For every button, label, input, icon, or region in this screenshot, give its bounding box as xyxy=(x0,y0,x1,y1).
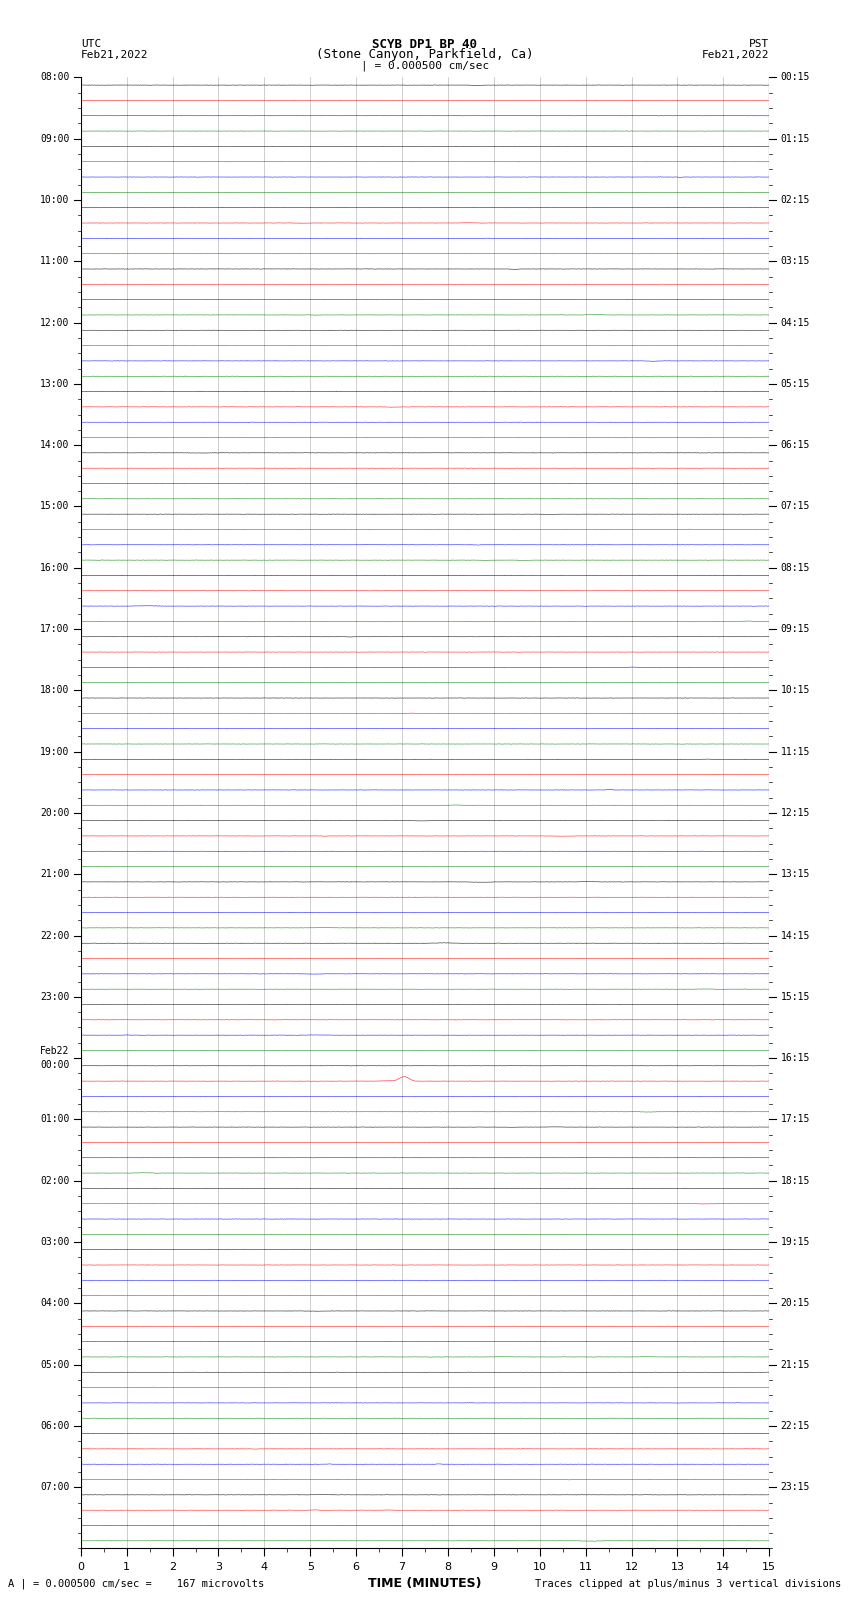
Text: 03:00: 03:00 xyxy=(40,1237,70,1247)
Text: 00:15: 00:15 xyxy=(780,73,810,82)
Text: 06:15: 06:15 xyxy=(780,440,810,450)
Text: 20:00: 20:00 xyxy=(40,808,70,818)
Text: 18:00: 18:00 xyxy=(40,686,70,695)
Text: 11:15: 11:15 xyxy=(780,747,810,756)
Text: 17:00: 17:00 xyxy=(40,624,70,634)
Text: 23:00: 23:00 xyxy=(40,992,70,1002)
Text: 09:00: 09:00 xyxy=(40,134,70,144)
Text: 02:15: 02:15 xyxy=(780,195,810,205)
Text: 14:00: 14:00 xyxy=(40,440,70,450)
Text: 05:15: 05:15 xyxy=(780,379,810,389)
Text: A | = 0.000500 cm/sec =    167 microvolts: A | = 0.000500 cm/sec = 167 microvolts xyxy=(8,1579,264,1589)
Text: 12:00: 12:00 xyxy=(40,318,70,327)
Text: Feb21,2022: Feb21,2022 xyxy=(81,50,148,60)
Text: 15:00: 15:00 xyxy=(40,502,70,511)
Text: Feb21,2022: Feb21,2022 xyxy=(702,50,769,60)
Text: 18:15: 18:15 xyxy=(780,1176,810,1186)
Text: 05:00: 05:00 xyxy=(40,1360,70,1369)
Text: 09:15: 09:15 xyxy=(780,624,810,634)
Text: 01:00: 01:00 xyxy=(40,1115,70,1124)
Text: 15:15: 15:15 xyxy=(780,992,810,1002)
Text: 02:00: 02:00 xyxy=(40,1176,70,1186)
Text: 19:00: 19:00 xyxy=(40,747,70,756)
Text: 11:00: 11:00 xyxy=(40,256,70,266)
Text: 16:00: 16:00 xyxy=(40,563,70,573)
Text: 14:15: 14:15 xyxy=(780,931,810,940)
Text: 01:15: 01:15 xyxy=(780,134,810,144)
Text: 21:00: 21:00 xyxy=(40,869,70,879)
Text: 16:15: 16:15 xyxy=(780,1053,810,1063)
Text: 07:00: 07:00 xyxy=(40,1482,70,1492)
Text: 08:00: 08:00 xyxy=(40,73,70,82)
Text: 10:15: 10:15 xyxy=(780,686,810,695)
Text: 17:15: 17:15 xyxy=(780,1115,810,1124)
Text: 22:00: 22:00 xyxy=(40,931,70,940)
Text: 06:00: 06:00 xyxy=(40,1421,70,1431)
Text: 23:15: 23:15 xyxy=(780,1482,810,1492)
Text: 19:15: 19:15 xyxy=(780,1237,810,1247)
Text: 21:15: 21:15 xyxy=(780,1360,810,1369)
Text: | = 0.000500 cm/sec: | = 0.000500 cm/sec xyxy=(361,61,489,71)
Text: PST: PST xyxy=(749,39,769,48)
Text: 10:00: 10:00 xyxy=(40,195,70,205)
Text: Traces clipped at plus/minus 3 vertical divisions: Traces clipped at plus/minus 3 vertical … xyxy=(536,1579,842,1589)
Text: UTC: UTC xyxy=(81,39,101,48)
Text: 03:15: 03:15 xyxy=(780,256,810,266)
Text: 08:15: 08:15 xyxy=(780,563,810,573)
X-axis label: TIME (MINUTES): TIME (MINUTES) xyxy=(368,1578,482,1590)
Text: 07:15: 07:15 xyxy=(780,502,810,511)
Text: 22:15: 22:15 xyxy=(780,1421,810,1431)
Text: 13:15: 13:15 xyxy=(780,869,810,879)
Text: 12:15: 12:15 xyxy=(780,808,810,818)
Text: 13:00: 13:00 xyxy=(40,379,70,389)
Text: 04:15: 04:15 xyxy=(780,318,810,327)
Text: Feb22: Feb22 xyxy=(40,1045,70,1057)
Text: SCYB DP1 BP 40: SCYB DP1 BP 40 xyxy=(372,37,478,52)
Text: 00:00: 00:00 xyxy=(40,1060,70,1071)
Text: 20:15: 20:15 xyxy=(780,1298,810,1308)
Text: 04:00: 04:00 xyxy=(40,1298,70,1308)
Text: (Stone Canyon, Parkfield, Ca): (Stone Canyon, Parkfield, Ca) xyxy=(316,48,534,61)
